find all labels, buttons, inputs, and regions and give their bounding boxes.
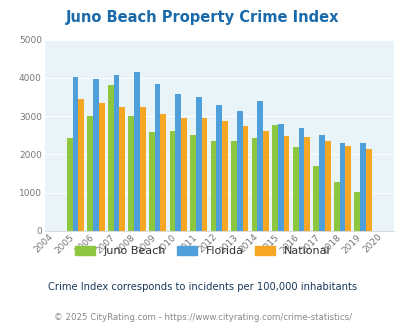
Bar <box>149 132 154 231</box>
Bar <box>313 166 318 231</box>
Legend: Juno Beach, Florida, National: Juno Beach, Florida, National <box>70 242 335 261</box>
Bar <box>67 138 72 231</box>
Bar <box>99 103 104 231</box>
Bar <box>333 182 339 231</box>
Text: © 2025 CityRating.com - https://www.cityrating.com/crime-statistics/: © 2025 CityRating.com - https://www.city… <box>54 314 351 322</box>
Bar <box>128 116 134 231</box>
Bar <box>201 118 207 231</box>
Text: Crime Index corresponds to incidents per 100,000 inhabitants: Crime Index corresponds to incidents per… <box>48 282 357 292</box>
Bar <box>292 147 298 231</box>
Bar <box>78 99 84 231</box>
Bar <box>277 124 283 231</box>
Bar <box>298 128 303 231</box>
Bar <box>318 135 324 231</box>
Bar <box>134 72 140 231</box>
Bar <box>195 97 201 231</box>
Bar <box>283 136 289 231</box>
Bar <box>210 142 216 231</box>
Bar <box>365 149 371 231</box>
Bar <box>242 126 248 231</box>
Bar <box>222 121 227 231</box>
Bar <box>237 111 242 231</box>
Bar <box>251 138 257 231</box>
Bar <box>354 192 359 231</box>
Bar <box>72 77 78 231</box>
Bar <box>87 116 93 231</box>
Bar <box>108 85 113 231</box>
Bar <box>272 125 277 231</box>
Bar <box>257 101 262 231</box>
Bar <box>181 118 186 231</box>
Bar <box>140 107 145 231</box>
Bar <box>359 143 365 231</box>
Bar <box>175 94 181 231</box>
Bar <box>345 147 350 231</box>
Bar <box>119 107 125 231</box>
Bar <box>230 142 237 231</box>
Bar <box>169 131 175 231</box>
Bar <box>303 137 309 231</box>
Bar <box>93 79 99 231</box>
Bar <box>262 131 268 231</box>
Bar <box>324 142 330 231</box>
Text: Juno Beach Property Crime Index: Juno Beach Property Crime Index <box>66 10 339 25</box>
Bar <box>160 114 166 231</box>
Bar <box>216 105 222 231</box>
Bar <box>113 75 119 231</box>
Bar <box>154 84 160 231</box>
Bar <box>190 135 195 231</box>
Bar <box>339 143 345 231</box>
